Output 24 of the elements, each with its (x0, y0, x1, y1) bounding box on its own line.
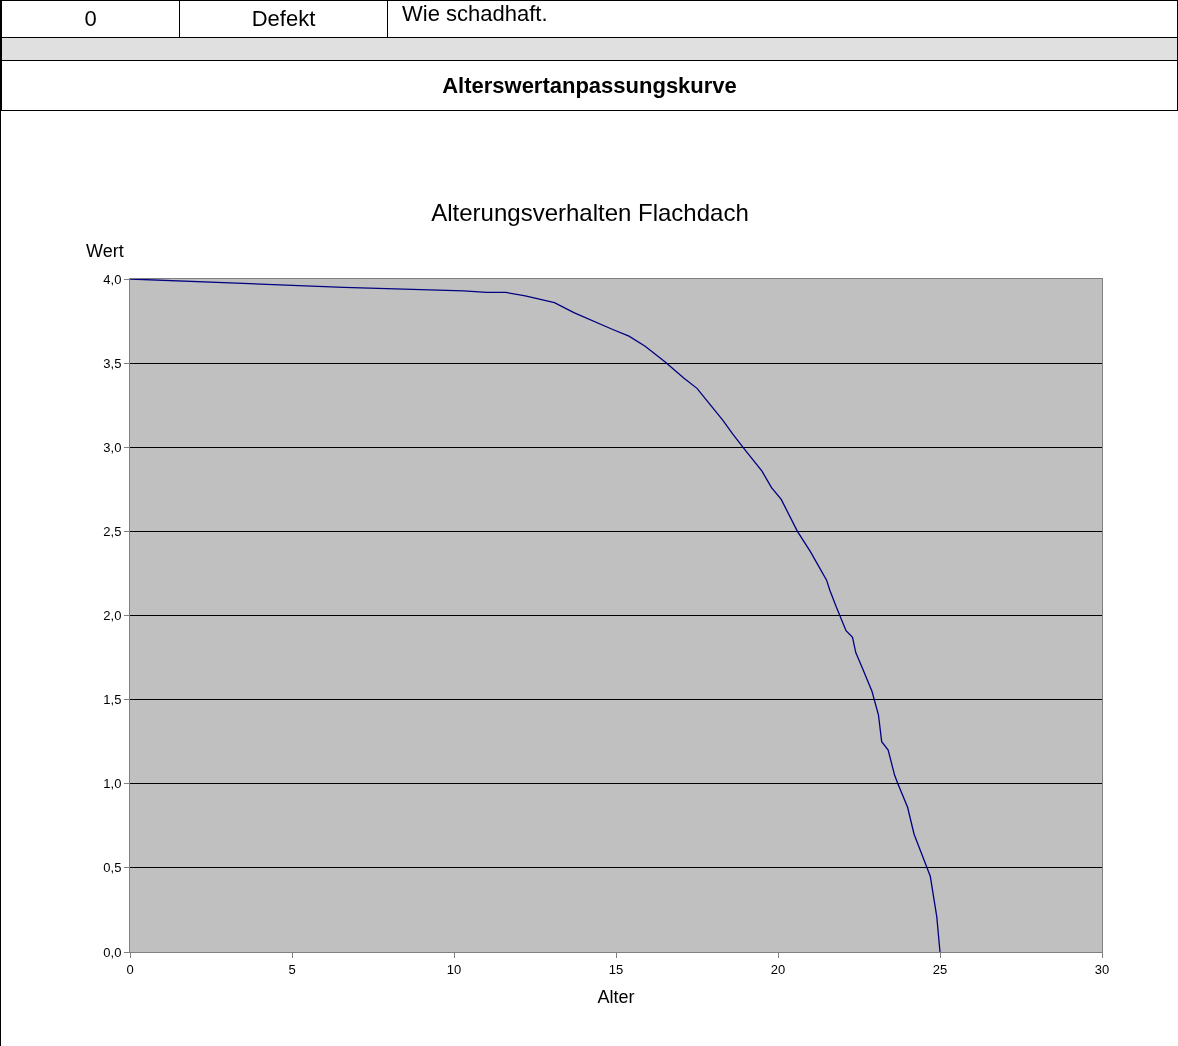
y-tick-label: 1,0 (103, 776, 122, 792)
text: Alterswertanpassungskurve (1, 60, 1178, 111)
x-tick-label: 5 (288, 961, 296, 977)
y-tick-label: 0,0 (103, 944, 122, 960)
y-tick-label: 0,5 (103, 860, 122, 876)
y-tick-label: 1,5 (103, 692, 122, 708)
x-tick-label: 30 (1094, 961, 1110, 977)
y-axis-title: Wert (86, 241, 124, 261)
line-series (130, 279, 941, 952)
text: 0 (1, 0, 180, 38)
x-tick-label: 0 (126, 961, 134, 977)
x-tick-label: 10 (446, 961, 462, 977)
y-tick-label: 4,0 (103, 271, 122, 287)
y-tick-label: 3,0 (103, 439, 122, 455)
y-tick-label: 2,5 (103, 523, 122, 539)
y-tick-label: 2,0 (103, 608, 122, 624)
y-tick-label: 3,5 (103, 355, 122, 371)
x-tick-label: 20 (770, 961, 786, 977)
x-axis-title: Alter (597, 986, 635, 1007)
x-tick-label: 25 (932, 961, 948, 977)
text: Defekt (179, 0, 388, 38)
x-tick-label: 15 (608, 961, 624, 977)
text: Wie schadhaft. (387, 0, 1178, 38)
chart-title: Alterungsverhalten Flachdach (431, 199, 749, 227)
